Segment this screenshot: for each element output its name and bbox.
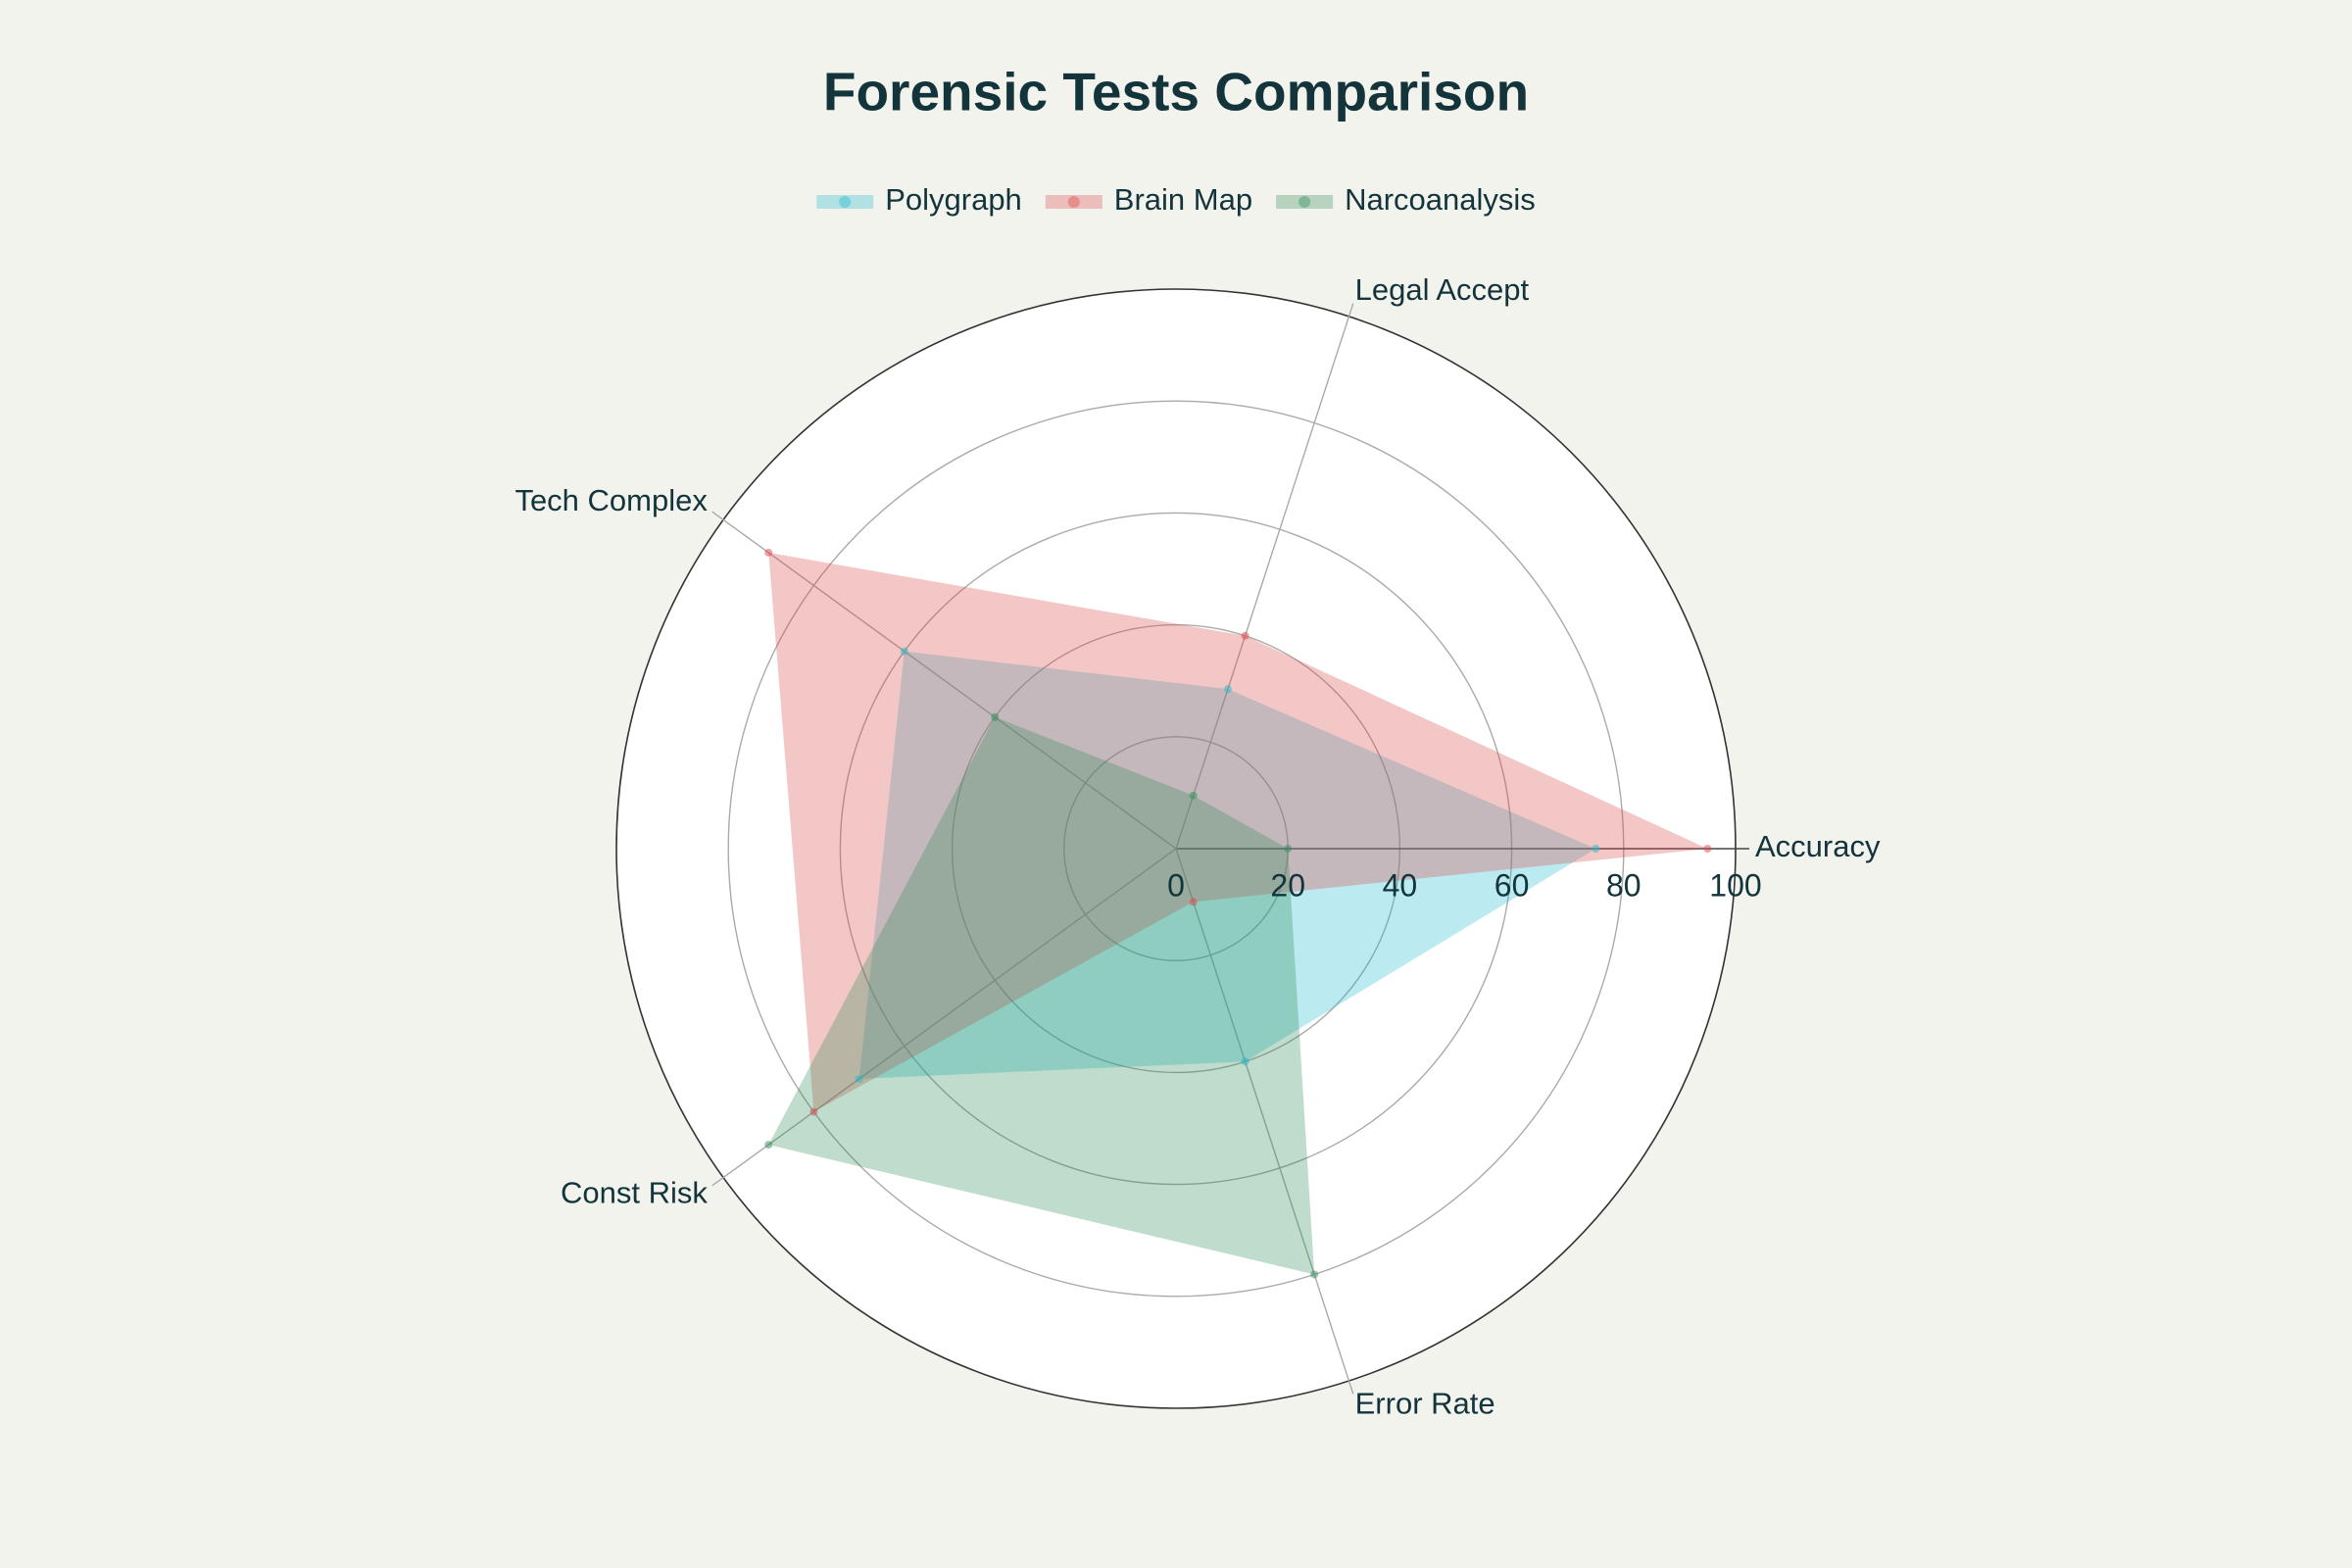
series-marker: [855, 1074, 863, 1083]
spoke: [711, 848, 1177, 1187]
series-marker: [1284, 845, 1293, 853]
series-marker: [1703, 845, 1712, 853]
legend-marker: [1298, 196, 1311, 208]
category-label: Legal Accept: [1355, 272, 1530, 307]
spoke: [1175, 303, 1354, 850]
r-tick-label: 100: [1709, 867, 1761, 903]
r-tick-label: 0: [1167, 867, 1185, 903]
r-tick-label: 80: [1606, 867, 1642, 903]
category-label: Tech Complex: [514, 483, 708, 517]
legend-marker: [1067, 196, 1080, 208]
r-tick-label: 40: [1383, 867, 1418, 903]
series-marker: [1592, 845, 1600, 853]
category-label: Error Rate: [1355, 1386, 1495, 1420]
category-label: Accuracy: [1755, 829, 1881, 863]
series-marker: [764, 1141, 773, 1150]
legend-label: Polygraph: [885, 182, 1022, 217]
chart-title: Forensic Tests Comparison: [823, 62, 1529, 122]
series-marker: [1241, 1057, 1250, 1066]
series-marker: [1223, 685, 1232, 694]
legend-item: Brain Map: [1045, 182, 1252, 217]
r-tick-label: 20: [1270, 867, 1305, 903]
series-area: [858, 651, 1596, 1079]
series-marker: [1189, 898, 1198, 906]
series-marker: [900, 647, 908, 656]
series-marker: [1189, 791, 1198, 800]
legend-item: Polygraph: [816, 182, 1022, 217]
legend-label: Brain Map: [1114, 182, 1252, 217]
legend-label: Narcoanalysis: [1345, 182, 1536, 217]
r-tick-label: 60: [1494, 867, 1530, 903]
series-marker: [809, 1107, 818, 1116]
series-area: [768, 552, 1708, 1112]
series-marker: [1241, 631, 1250, 640]
series-marker: [764, 548, 773, 557]
spoke: [711, 511, 1177, 850]
series-area: [768, 716, 1315, 1275]
series-marker: [1310, 1270, 1319, 1279]
category-label: Const Risk: [561, 1176, 708, 1210]
spoke: [1175, 848, 1354, 1395]
legend-item: Narcoanalysis: [1276, 182, 1536, 217]
legend-marker: [839, 196, 852, 208]
series-marker: [991, 712, 1000, 721]
legend: Polygraph Brain Map Narcoanalysis: [816, 182, 1536, 217]
